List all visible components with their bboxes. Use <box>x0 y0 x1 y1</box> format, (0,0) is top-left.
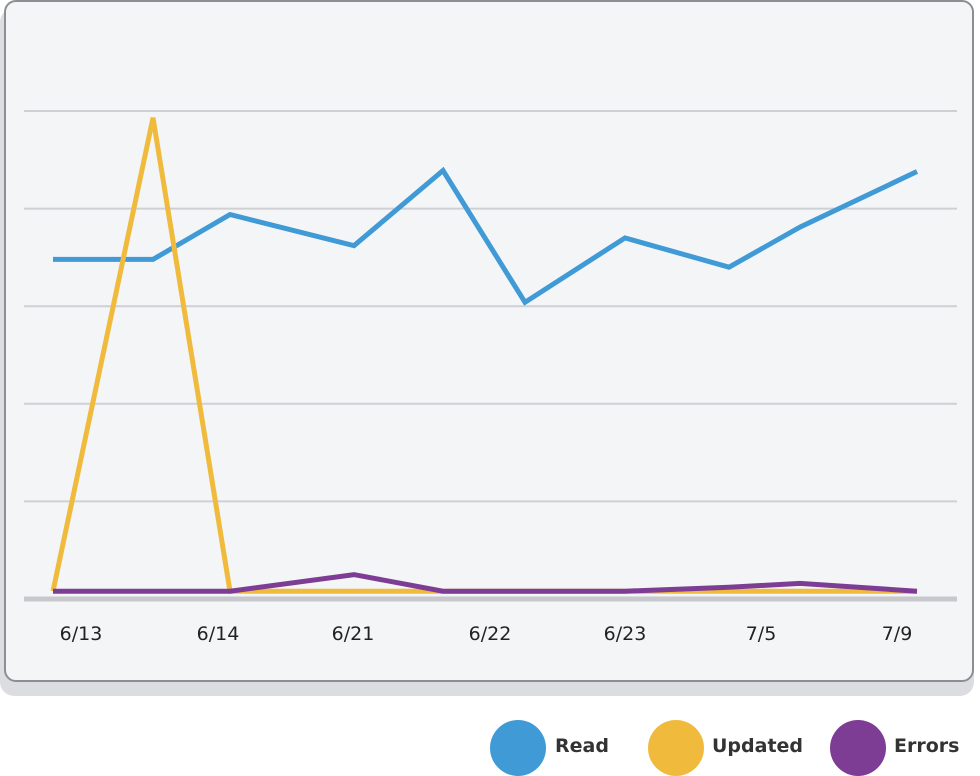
x-tick-label: 6/23 <box>604 623 647 645</box>
chart-panel <box>4 0 974 682</box>
legend-swatch <box>490 720 546 776</box>
series-lines <box>50 117 919 594</box>
series-line-read <box>53 166 919 306</box>
legend-label: Errors <box>894 735 960 757</box>
legend-label: Read <box>555 735 609 757</box>
line-chart: 6/13 6/14 6/21 6/22 6/23 7/5 7/9 <box>24 110 957 645</box>
x-tick-label: 6/14 <box>197 623 240 645</box>
legend-label: Updated <box>712 735 804 757</box>
x-tick-label: 6/13 <box>60 623 103 645</box>
gridlines <box>24 110 957 503</box>
legend-swatch <box>648 720 704 776</box>
legend: Read Updated Errors <box>0 720 980 776</box>
series-line-errors <box>53 572 918 594</box>
legend-swatch <box>830 720 886 776</box>
x-tick-label: 6/21 <box>332 623 375 645</box>
x-tick-label: 7/5 <box>746 623 777 645</box>
x-tick-label: 7/9 <box>882 623 913 645</box>
series-line-updated <box>50 117 917 594</box>
x-axis-ticks: 6/13 6/14 6/21 6/22 6/23 7/5 7/9 <box>60 623 913 645</box>
x-tick-label: 6/22 <box>469 623 512 645</box>
